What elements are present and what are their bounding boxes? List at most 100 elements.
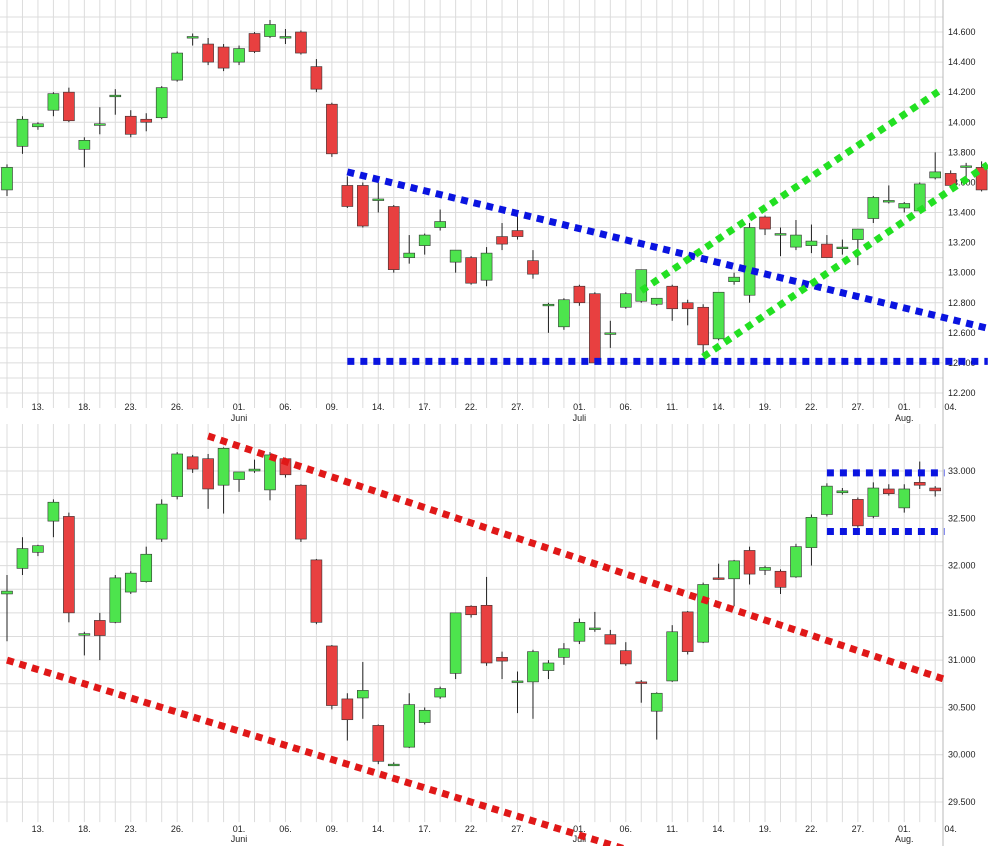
- candle[interactable]: [449, 612, 462, 680]
- candle[interactable]: [589, 611, 601, 632]
- candle[interactable]: [94, 612, 106, 661]
- candle[interactable]: [697, 582, 709, 644]
- candle[interactable]: [852, 497, 864, 528]
- candle[interactable]: [527, 649, 539, 719]
- candle[interactable]: [666, 284, 679, 321]
- candle[interactable]: [32, 122, 44, 130]
- candle[interactable]: [898, 201, 911, 213]
- candle[interactable]: [743, 546, 756, 585]
- candle[interactable]: [109, 575, 122, 624]
- candle[interactable]: [202, 38, 214, 66]
- candle[interactable]: [542, 660, 555, 680]
- candle[interactable]: [418, 707, 431, 725]
- candle[interactable]: [155, 86, 168, 120]
- candle[interactable]: [171, 452, 183, 500]
- candle[interactable]: [63, 87, 75, 123]
- candle[interactable]: [233, 45, 245, 66]
- candle[interactable]: [233, 471, 245, 492]
- candle[interactable]: [728, 272, 740, 285]
- candle[interactable]: [1, 164, 13, 196]
- candle[interactable]: [480, 247, 493, 287]
- candle[interactable]: [140, 113, 153, 132]
- candle[interactable]: [589, 292, 601, 364]
- candle[interactable]: [882, 185, 895, 204]
- candle[interactable]: [805, 514, 818, 566]
- candle[interactable]: [465, 605, 477, 618]
- candle[interactable]: [929, 486, 942, 497]
- green-trendline[interactable]: [701, 161, 988, 360]
- candle[interactable]: [434, 686, 446, 699]
- candle[interactable]: [681, 610, 694, 655]
- candle[interactable]: [558, 643, 570, 665]
- red-trendline[interactable]: [5, 656, 627, 846]
- dow-candlestick-chart[interactable]: 29.500 30.000 30.500 31.000 31.500 32.000 32.5…: [0, 424, 988, 846]
- candle[interactable]: [542, 302, 555, 333]
- candle[interactable]: [511, 671, 524, 714]
- candle[interactable]: [790, 543, 802, 578]
- candle[interactable]: [681, 299, 694, 326]
- candle[interactable]: [124, 571, 137, 594]
- candle[interactable]: [805, 224, 818, 254]
- blue-trendline[interactable]: [346, 168, 988, 332]
- candle[interactable]: [975, 161, 988, 192]
- candle[interactable]: [929, 152, 942, 180]
- candle[interactable]: [264, 19, 276, 39]
- candle[interactable]: [619, 642, 632, 666]
- candle[interactable]: [666, 625, 679, 682]
- candle[interactable]: [836, 239, 849, 255]
- candle[interactable]: [372, 182, 385, 213]
- candle[interactable]: [650, 297, 663, 306]
- candle[interactable]: [836, 488, 849, 495]
- candle[interactable]: [743, 223, 756, 303]
- candle[interactable]: [604, 320, 617, 348]
- candle[interactable]: [635, 680, 648, 703]
- candle[interactable]: [295, 484, 307, 542]
- candle[interactable]: [867, 482, 880, 519]
- candle[interactable]: [78, 137, 91, 168]
- candle[interactable]: [217, 44, 230, 72]
- candle[interactable]: [109, 89, 122, 115]
- candle[interactable]: [403, 235, 416, 264]
- candle[interactable]: [124, 110, 137, 138]
- candle[interactable]: [496, 223, 508, 251]
- candle[interactable]: [480, 576, 493, 666]
- candle[interactable]: [898, 484, 911, 513]
- candle[interactable]: [712, 291, 725, 341]
- candle[interactable]: [94, 107, 106, 135]
- candle[interactable]: [202, 453, 214, 509]
- candle[interactable]: [496, 651, 508, 680]
- green-trendline[interactable]: [639, 88, 941, 294]
- candle[interactable]: [558, 298, 570, 330]
- candle[interactable]: [619, 292, 632, 309]
- candle[interactable]: [852, 228, 864, 266]
- candle[interactable]: [403, 693, 416, 749]
- candle[interactable]: [140, 546, 153, 583]
- candle[interactable]: [434, 209, 446, 231]
- candle[interactable]: [63, 512, 75, 623]
- candle[interactable]: [712, 563, 725, 580]
- candle[interactable]: [449, 249, 462, 273]
- candle[interactable]: [310, 558, 323, 625]
- candle[interactable]: [47, 499, 60, 538]
- candle[interactable]: [867, 195, 880, 224]
- candle[interactable]: [32, 544, 44, 557]
- candle[interactable]: [790, 220, 802, 251]
- candle[interactable]: [155, 499, 168, 542]
- candle[interactable]: [387, 762, 400, 767]
- candle[interactable]: [821, 235, 833, 258]
- candle[interactable]: [650, 692, 663, 740]
- candle[interactable]: [279, 28, 292, 45]
- candle[interactable]: [821, 483, 833, 517]
- candle[interactable]: [604, 629, 617, 645]
- candle[interactable]: [697, 304, 709, 354]
- candle[interactable]: [186, 33, 199, 46]
- candle[interactable]: [16, 116, 29, 154]
- candle[interactable]: [774, 569, 787, 594]
- candle[interactable]: [944, 170, 957, 187]
- candle[interactable]: [171, 51, 183, 82]
- candle[interactable]: [774, 227, 787, 257]
- candle[interactable]: [248, 459, 261, 473]
- candle[interactable]: [387, 204, 400, 273]
- red-trendline[interactable]: [207, 432, 946, 683]
- candle[interactable]: [47, 92, 60, 117]
